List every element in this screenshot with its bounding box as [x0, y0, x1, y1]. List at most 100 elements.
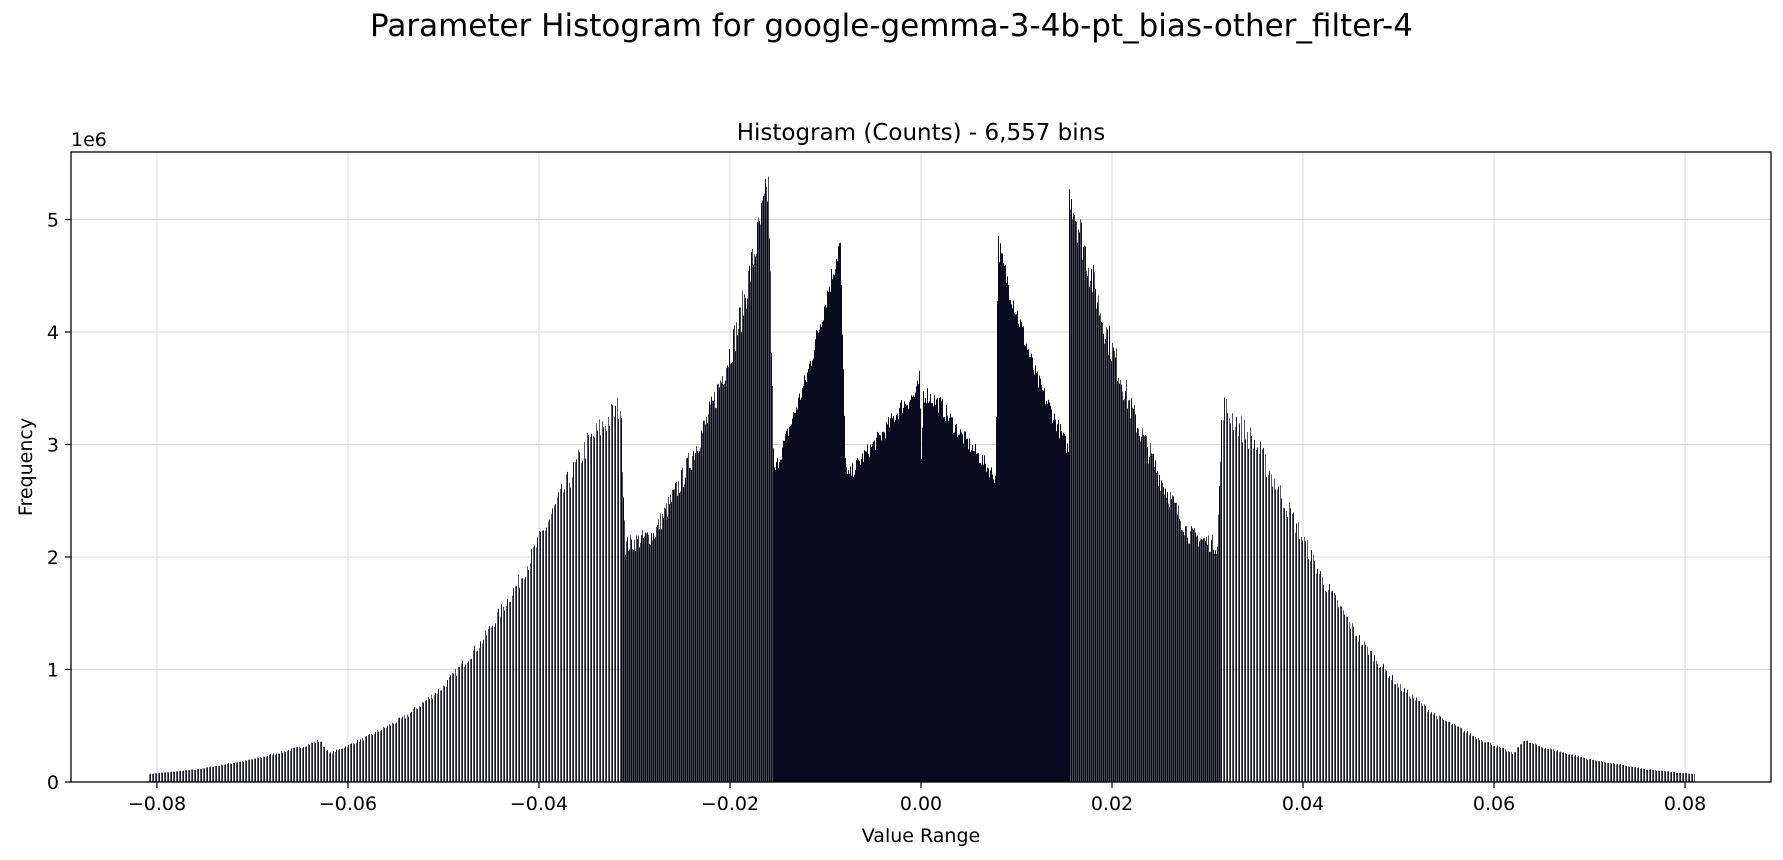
- histogram-bar: [1083, 246, 1084, 782]
- histogram-bar: [981, 464, 982, 782]
- histogram-bar: [1443, 720, 1444, 782]
- histogram-bar: [254, 759, 255, 782]
- histogram-bar: [1446, 721, 1447, 782]
- histogram-bar: [557, 497, 558, 782]
- histogram-bar: [643, 537, 644, 782]
- histogram-bar: [758, 217, 759, 782]
- histogram-bar: [1137, 427, 1138, 782]
- y-tick-label: 0: [47, 772, 59, 794]
- histogram-bar: [1076, 221, 1077, 782]
- histogram-bar: [712, 400, 713, 782]
- histogram-bar: [867, 444, 868, 782]
- histogram-bar: [1370, 650, 1371, 782]
- histogram-bar: [786, 430, 787, 782]
- histogram-bar: [1380, 667, 1381, 782]
- histogram-bar: [929, 401, 930, 782]
- histogram-bar: [1485, 742, 1486, 782]
- histogram-bar: [593, 436, 594, 782]
- histogram-bar: [1008, 284, 1009, 782]
- histogram-bar: [907, 405, 908, 782]
- histogram-bar: [780, 459, 781, 782]
- histogram-bar: [1313, 554, 1314, 782]
- histogram-bar: [626, 541, 627, 782]
- histogram-bar: [943, 417, 944, 782]
- histogram-bar: [985, 463, 986, 782]
- histogram-bar: [1118, 378, 1119, 782]
- histogram-bar: [1356, 635, 1357, 782]
- histogram-bar: [1269, 471, 1270, 782]
- histogram-bar: [1075, 221, 1076, 782]
- histogram-bar: [1194, 527, 1195, 782]
- histogram-bar: [197, 768, 198, 782]
- histogram-bar: [1272, 486, 1273, 782]
- histogram-bar: [1439, 715, 1440, 782]
- histogram-bar: [742, 290, 743, 782]
- histogram-bar: [1610, 762, 1611, 782]
- histogram-bar: [1152, 453, 1153, 782]
- histogram-bar: [1470, 733, 1471, 782]
- histogram-bar: [723, 385, 724, 782]
- histogram-bar: [841, 285, 842, 782]
- histogram-bar: [302, 747, 303, 782]
- histogram-bar: [1106, 327, 1107, 782]
- histogram-bar: [818, 332, 819, 782]
- histogram-bar: [395, 723, 396, 782]
- y-tick-label: 2: [47, 547, 59, 569]
- histogram-bar: [1082, 259, 1083, 782]
- histogram-bar: [835, 269, 836, 782]
- histogram-bar: [1551, 749, 1552, 782]
- histogram-bar: [746, 308, 747, 782]
- histogram-bar: [324, 747, 325, 782]
- histogram-bar: [1523, 741, 1524, 782]
- histogram-bar: [288, 750, 289, 782]
- histogram-bar: [1488, 742, 1489, 782]
- histogram-bar: [832, 279, 833, 782]
- histogram-bar: [1425, 706, 1426, 782]
- histogram-bar: [1532, 742, 1533, 782]
- histogram-bar: [812, 360, 813, 782]
- histogram-bar: [1391, 679, 1392, 782]
- histogram-bar: [1136, 432, 1137, 782]
- histogram-bar: [612, 405, 613, 782]
- histogram-bar: [1015, 314, 1016, 782]
- histogram-bar: [1529, 743, 1530, 782]
- x-axis-ticks: −0.08 −0.06 −0.04 −0.02 0.00 0.02 0.04 0.06 0.08: [128, 782, 1706, 815]
- histogram-bar: [1352, 623, 1353, 782]
- y-axis-ticks: 0 1 2 3 4 5: [47, 210, 71, 794]
- histogram-bar: [959, 434, 960, 782]
- histogram-bar: [300, 747, 301, 782]
- histogram-bar: [1358, 641, 1359, 782]
- histogram-bar: [726, 368, 727, 782]
- histogram-bar: [1593, 759, 1594, 782]
- histogram-bar: [1149, 457, 1150, 782]
- histogram-bar: [1286, 510, 1287, 782]
- histogram-bar: [1187, 537, 1188, 782]
- histogram-bar: [234, 763, 235, 782]
- histogram-bar: [996, 416, 997, 782]
- histogram-bar: [1487, 742, 1488, 782]
- histogram-bar: [389, 724, 390, 782]
- histogram-bar: [1048, 399, 1049, 782]
- histogram-bar: [1373, 661, 1374, 782]
- histogram-bar: [321, 741, 322, 782]
- histogram-bar: [494, 627, 495, 782]
- histogram-bar: [1481, 739, 1482, 782]
- histogram-bar: [954, 432, 955, 782]
- histogram-bar: [773, 448, 774, 782]
- histogram-bar: [823, 320, 824, 782]
- histogram-bar: [1036, 373, 1037, 782]
- histogram-bar: [438, 689, 439, 782]
- histogram-bar: [1158, 486, 1159, 782]
- histogram-bar: [1192, 528, 1193, 782]
- histogram-bar: [1219, 486, 1220, 782]
- histogram-bar: [1235, 426, 1236, 782]
- histogram-bar: [1003, 262, 1004, 782]
- histogram-bar: [990, 470, 991, 782]
- histogram-bar: [887, 424, 888, 782]
- histogram-bar: [1208, 535, 1209, 782]
- histogram-bar: [206, 767, 207, 782]
- histogram-bar: [618, 419, 619, 782]
- histogram-bar: [884, 432, 885, 782]
- histogram-bar: [174, 771, 175, 782]
- histogram-bar: [967, 438, 968, 782]
